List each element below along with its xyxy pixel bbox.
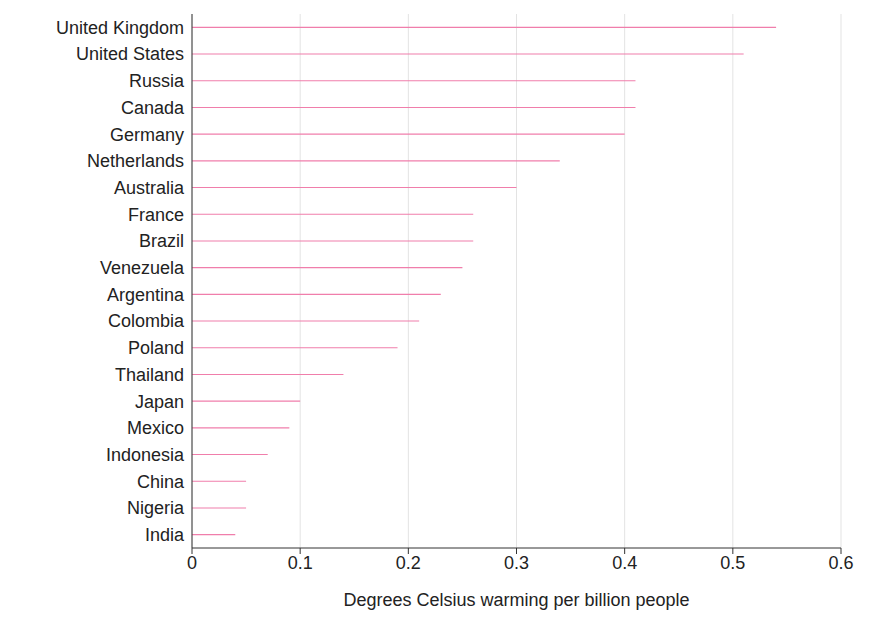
svg-text:Indonesia: Indonesia: [106, 445, 185, 465]
svg-text:0.1: 0.1: [288, 553, 313, 573]
svg-text:0.5: 0.5: [720, 553, 745, 573]
svg-text:Canada: Canada: [121, 98, 185, 118]
svg-text:Brazil: Brazil: [139, 231, 184, 251]
svg-text:United States: United States: [76, 44, 184, 64]
svg-text:Nigeria: Nigeria: [127, 498, 185, 518]
svg-text:Argentina: Argentina: [107, 285, 185, 305]
svg-text:0.3: 0.3: [504, 553, 529, 573]
svg-text:0: 0: [187, 553, 197, 573]
svg-text:Germany: Germany: [110, 125, 184, 145]
svg-text:Mexico: Mexico: [127, 418, 184, 438]
svg-text:France: France: [128, 205, 184, 225]
svg-text:China: China: [137, 472, 185, 492]
svg-text:Colombia: Colombia: [108, 311, 185, 331]
svg-text:India: India: [145, 525, 185, 545]
svg-text:0.6: 0.6: [828, 553, 853, 573]
svg-text:0.4: 0.4: [612, 553, 637, 573]
svg-text:Thailand: Thailand: [115, 365, 184, 385]
svg-text:Venezuela: Venezuela: [100, 258, 185, 278]
svg-text:Russia: Russia: [129, 71, 185, 91]
svg-text:Netherlands: Netherlands: [87, 151, 184, 171]
svg-text:0.2: 0.2: [396, 553, 421, 573]
svg-text:Japan: Japan: [135, 392, 184, 412]
svg-text:United Kingdom: United Kingdom: [56, 18, 184, 38]
svg-text:Degrees Celsius warming per bi: Degrees Celsius warming per billion peop…: [343, 590, 689, 610]
svg-text:Australia: Australia: [114, 178, 185, 198]
svg-text:Poland: Poland: [128, 338, 184, 358]
